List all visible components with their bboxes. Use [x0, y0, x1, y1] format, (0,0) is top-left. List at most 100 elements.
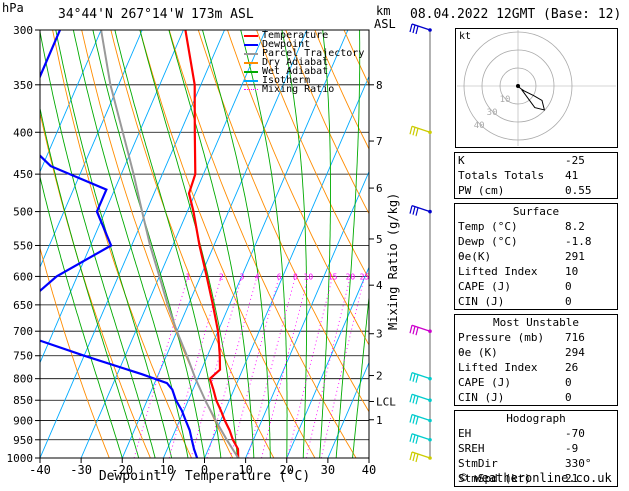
index-row: K-25: [455, 153, 617, 168]
index-value: 8.2: [565, 219, 613, 234]
hodograph-title: Hodograph: [455, 411, 617, 426]
wet-adiabat-line: [115, 30, 221, 458]
index-value: 291: [565, 249, 613, 264]
legend-entry: Mixing Ratio: [244, 85, 364, 94]
pressure-tick-label: 750: [13, 350, 33, 363]
wind-barb-flag: [416, 396, 418, 404]
mixing-ratio-label: 20: [346, 272, 356, 281]
pressure-tick-label: 550: [13, 239, 33, 252]
index-row: EH-70: [455, 426, 617, 441]
pressure-tick-label: 500: [13, 206, 33, 219]
hodograph-ring-label: 10: [500, 95, 511, 105]
index-label: Pressure (mb): [458, 330, 544, 345]
hodograph-unit: kt: [459, 31, 471, 42]
asl-label: ASL: [374, 17, 396, 31]
copyright: © weatheronline.co.uk: [460, 471, 612, 485]
wind-barb-dot: [428, 377, 432, 381]
wind-barb-dot: [428, 130, 432, 134]
legend-swatch: [244, 35, 258, 37]
legend-swatch: [244, 53, 258, 55]
legend-label: Mixing Ratio: [262, 85, 334, 94]
mixing-ratio-label: 6: [277, 272, 282, 281]
wind-barb-flag: [413, 127, 415, 135]
wind-barb-dot: [428, 419, 432, 423]
wind-barb-flag: [416, 208, 418, 216]
index-value: 294: [565, 345, 613, 360]
wind-barb-flag: [413, 453, 415, 461]
wind-barb-flag: [410, 394, 412, 402]
index-value: 41: [565, 168, 613, 183]
wind-barb-flag: [413, 326, 415, 334]
wind-barb-dot: [428, 438, 432, 442]
hpa-label: hPa: [2, 1, 24, 15]
legend-swatch: [244, 80, 258, 82]
wind-barb-flag: [413, 207, 415, 215]
index-value: -1.8: [565, 234, 613, 249]
mixing-ratio-label: 15: [328, 272, 338, 281]
pressure-tick-label: 700: [13, 325, 33, 338]
wind-barb-dot: [428, 398, 432, 402]
mixing-ratio-label: 10: [304, 272, 314, 281]
mixing-ratio-label: 1: [186, 272, 191, 281]
wind-barb-flag: [413, 395, 415, 403]
most-unstable-title: Most Unstable: [455, 315, 617, 330]
datetime-title: 08.04.2022 12GMT (Base: 12): [410, 8, 621, 22]
wind-barb-flag: [413, 435, 415, 443]
wind-barb-flag: [416, 26, 418, 34]
index-row: θe(K) 291: [455, 249, 617, 264]
index-label: θe(K): [458, 249, 491, 264]
wind-barb-flag: [416, 454, 418, 462]
index-label: K: [458, 153, 465, 168]
wind-barb-flag: [413, 416, 415, 424]
mixing-ratio-label: 2: [219, 272, 224, 281]
index-label: CIN (J): [458, 294, 504, 309]
mixing-ratio-label: 4: [255, 272, 260, 281]
surface-title: Surface: [455, 204, 617, 219]
index-row: CAPE (J)0: [455, 279, 617, 294]
wind-barb-flag: [413, 374, 415, 382]
wind-barb-flag: [413, 25, 415, 33]
wind-barb-flag: [416, 417, 418, 425]
mixing-ratio-axis-label: Mixing Ratio (g/kg): [386, 193, 400, 330]
isotherm-line: [40, 30, 225, 458]
km-tick-label: 5: [376, 233, 383, 246]
wind-barb-flag: [410, 325, 412, 333]
pressure-tick-label: 350: [13, 79, 33, 92]
km-tick-label: 6: [376, 182, 383, 195]
wind-barb-flag: [410, 206, 412, 214]
km-tick-label: 7: [376, 135, 383, 148]
hodograph-ring-label: 30: [487, 108, 498, 118]
index-label: CAPE (J): [458, 279, 511, 294]
index-label: StmDir: [458, 456, 498, 471]
index-value: 26: [565, 360, 613, 375]
mixing-ratio-label: 25: [360, 272, 370, 281]
location-title: 34°44'N 267°14'W 173m ASL: [58, 8, 254, 22]
index-label: Lifted Index: [458, 264, 537, 279]
index-label: Dewp (°C): [458, 234, 518, 249]
legend-swatch: [244, 44, 258, 46]
pressure-tick-label: 950: [13, 434, 33, 447]
index-value: 0.55: [565, 183, 613, 198]
index-label: CAPE (J): [458, 375, 511, 390]
km-tick-label: 2: [376, 370, 383, 383]
km-tick-label: 8: [376, 79, 383, 92]
wind-barb-flag: [410, 126, 412, 134]
index-row: CIN (J)0: [455, 294, 617, 309]
legend-swatch: [244, 71, 258, 73]
index-label: Totals Totals: [458, 168, 544, 183]
index-value: -9: [565, 441, 613, 456]
wind-barb-flag: [410, 24, 412, 32]
index-row: Totals Totals 41: [455, 168, 617, 183]
index-row: Dewp (°C) -1.8: [455, 234, 617, 249]
mixing-ratio-label: 8: [293, 272, 298, 281]
pressure-tick-label: 450: [13, 168, 33, 181]
km-tick-label: 1: [376, 414, 383, 427]
index-row: Pressure (mb)716: [455, 330, 617, 345]
wind-barb-flag: [410, 415, 412, 423]
x-axis-label: Dewpoint / Temperature (°C): [40, 470, 369, 484]
wind-barb-flag: [416, 436, 418, 444]
wind-barb-flag: [416, 375, 418, 383]
